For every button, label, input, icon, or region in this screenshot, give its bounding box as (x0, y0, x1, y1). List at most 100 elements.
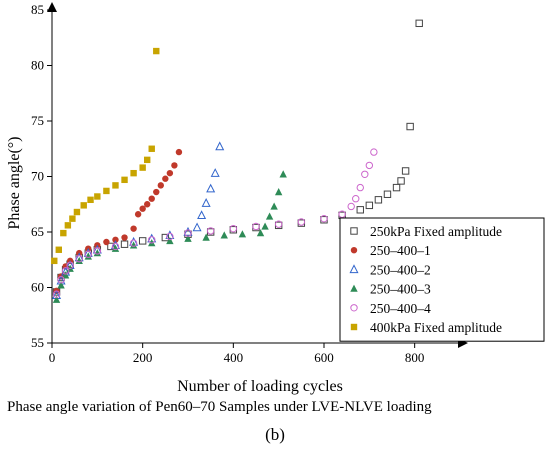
series-6 (51, 47, 160, 265)
data-point (139, 164, 146, 171)
data-point (175, 148, 183, 156)
data-point (60, 229, 67, 237)
data-point (261, 222, 269, 230)
legend-marker (350, 227, 358, 235)
data-point (153, 188, 160, 196)
data-point (93, 247, 102, 255)
data-point (161, 233, 170, 242)
data-point (184, 229, 192, 237)
data-point (148, 145, 155, 152)
legend-marker (350, 304, 358, 312)
data-point (87, 196, 94, 204)
data-point (144, 156, 151, 164)
series-4 (52, 170, 287, 303)
data-point (107, 242, 115, 251)
data-point (192, 222, 202, 232)
y-tick-label: 80 (31, 58, 44, 73)
legend-label: 250–400–3 (370, 282, 431, 297)
data-point (166, 169, 174, 177)
data-point (361, 170, 369, 178)
data-point (93, 249, 102, 257)
y-tick-label: 55 (31, 335, 44, 350)
data-point (374, 196, 383, 204)
data-point (120, 240, 129, 248)
legend-label: 250kPa Fixed amplitude (370, 224, 502, 239)
data-point (112, 182, 119, 189)
legend-label: 250–400–1 (370, 243, 431, 258)
data-point (229, 224, 238, 233)
x-tick-label: 0 (49, 350, 56, 365)
data-point (130, 169, 137, 177)
data-point (57, 281, 65, 289)
legend-marker (350, 284, 358, 292)
x-tick-label: 200 (133, 350, 153, 365)
data-point (320, 214, 328, 223)
data-point (121, 176, 128, 184)
legend-box (339, 217, 545, 342)
data-point (274, 220, 283, 228)
series-3 (52, 141, 225, 299)
data-point (215, 141, 225, 151)
data-point (297, 218, 306, 226)
data-point (148, 195, 155, 202)
data-point (210, 168, 220, 177)
data-point (111, 242, 120, 251)
data-point (238, 230, 247, 238)
data-point (202, 233, 210, 241)
data-point (130, 225, 137, 232)
data-point (220, 231, 228, 239)
data-point (139, 205, 146, 212)
legend-label: 250–400–2 (370, 262, 431, 277)
data-point (352, 195, 360, 203)
x-tick-label: 600 (314, 350, 334, 365)
data-point (365, 161, 374, 170)
data-point (397, 177, 405, 185)
data-point (55, 246, 62, 253)
figure-caption: Phase angle variation of Pen60–70 Sample… (7, 399, 432, 415)
data-point (84, 252, 92, 260)
data-point (415, 19, 423, 28)
data-point (84, 250, 92, 258)
data-point (338, 210, 346, 218)
data-point (112, 236, 119, 243)
data-point (370, 148, 378, 156)
y-tick-label: 65 (31, 224, 44, 239)
y-tick-label: 75 (31, 113, 44, 128)
data-point (57, 276, 65, 284)
legend-marker (349, 264, 359, 274)
data-point (75, 256, 83, 265)
data-point (197, 210, 207, 220)
data-point (356, 206, 364, 214)
data-point (66, 261, 74, 269)
data-point (206, 183, 216, 193)
y-axis-label: Phase angle(°) (6, 136, 23, 229)
y-tick-label: 60 (31, 280, 44, 295)
data-point (166, 236, 174, 245)
legend-label: 400kPa Fixed amplitude (370, 320, 502, 335)
data-point (162, 175, 169, 182)
data-point (80, 202, 87, 209)
data-point (52, 290, 61, 298)
data-point (252, 222, 260, 231)
x-tick-label: 400 (224, 350, 244, 365)
panel-label: (b) (265, 425, 285, 444)
data-point (129, 239, 138, 247)
data-point (347, 202, 355, 211)
data-point (94, 193, 101, 200)
data-point (138, 237, 147, 245)
data-point (134, 211, 142, 218)
series-5 (52, 148, 378, 298)
data-point (406, 122, 414, 131)
data-point (52, 295, 61, 303)
data-point (61, 271, 70, 279)
data-point (144, 201, 151, 208)
data-point (265, 212, 274, 220)
data-point (365, 201, 374, 210)
data-point (356, 183, 364, 192)
data-point (121, 234, 128, 241)
phase-angle-chart: 0 200 400 600 800 55 60 65 70 75 80 85 250kPa Fixed… (6, 2, 545, 395)
data-point (383, 190, 392, 198)
data-point (64, 222, 72, 229)
data-point (201, 198, 211, 207)
data-point (256, 229, 265, 237)
